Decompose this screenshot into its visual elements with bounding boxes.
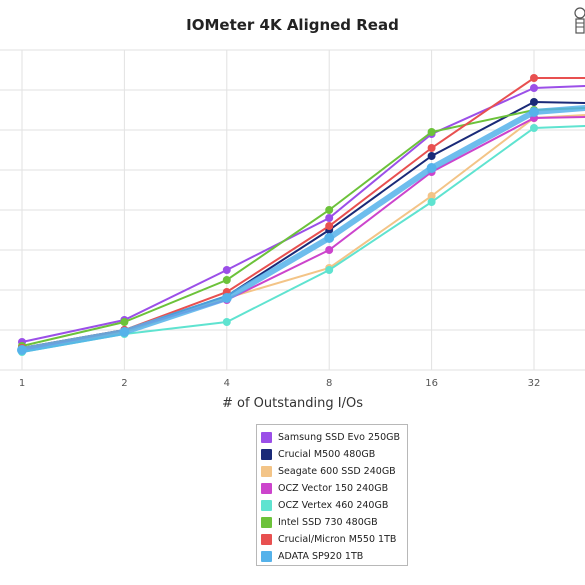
series-5 (18, 106, 585, 350)
legend-item: Crucial/Micron M550 1TB (261, 531, 407, 548)
legend-swatch (261, 500, 272, 511)
x-tick-label: 32 (528, 378, 541, 389)
data-point (427, 152, 436, 160)
x-axis-label: # of Outstanding I/Os (221, 396, 364, 411)
data-point (530, 124, 538, 132)
x-tick-label: 2 (121, 378, 127, 389)
legend-label: Samsung SSD Evo 250GB (278, 432, 401, 443)
plot-area: 1 2 4 8 16 32 (0, 49, 585, 389)
series-line (21, 107, 585, 347)
data-point (427, 192, 436, 200)
legend-label: OCZ Vertex 460 240GB (278, 500, 389, 511)
legend-label: OCZ Vector 150 240GB (278, 483, 389, 494)
legend-swatch (261, 432, 272, 443)
series-4 (18, 124, 585, 356)
legend-swatch (261, 483, 272, 494)
legend-item: ADATA SP920 1TB (261, 548, 407, 565)
data-point (120, 318, 129, 326)
legend-item: Crucial M500 480GB (261, 446, 407, 463)
data-point (325, 246, 334, 254)
data-point (325, 222, 334, 230)
series-lines (17, 74, 585, 356)
data-point (325, 266, 334, 274)
data-point (119, 327, 130, 337)
legend-swatch (261, 551, 272, 562)
legend-item: OCZ Vector 150 240GB (261, 480, 407, 497)
data-point (530, 98, 538, 106)
series-6 (18, 74, 585, 352)
data-point (222, 318, 231, 326)
series-line (21, 125, 585, 353)
legend-label: Seagate 600 SSD 240GB (278, 466, 396, 477)
legend: Samsung SSD Evo 250GB Crucial M500 480GB S… (256, 424, 408, 566)
data-point (427, 144, 436, 152)
legend-swatch (261, 466, 272, 477)
data-point (222, 276, 231, 284)
data-point (426, 163, 437, 173)
x-tick-label: 1 (19, 378, 25, 389)
series-line (21, 100, 585, 349)
data-point (427, 198, 436, 206)
grid (0, 49, 585, 371)
data-point (17, 345, 27, 355)
data-point (530, 84, 538, 92)
legend-label: Crucial M500 480GB (278, 449, 376, 460)
data-point (222, 266, 231, 274)
site-logo-icon (574, 7, 585, 34)
legend-label: ADATA SP920 1TB (278, 551, 364, 562)
chart-title: IOMeter 4K Aligned Read (186, 16, 399, 34)
legend-swatch (261, 517, 272, 528)
legend-item: OCZ Vertex 460 240GB (261, 497, 407, 514)
data-point (324, 233, 335, 243)
series-line (21, 85, 585, 343)
legend-item: Samsung SSD Evo 250GB (261, 429, 407, 446)
data-point (529, 107, 539, 117)
data-point (427, 128, 436, 136)
legend-item: Intel SSD 730 480GB (261, 514, 407, 531)
data-point (221, 293, 232, 303)
legend-swatch (261, 534, 272, 545)
series-line (21, 77, 585, 349)
data-point (325, 214, 334, 222)
x-tick-label: 8 (326, 378, 332, 389)
legend-swatch (261, 449, 272, 460)
legend-label: Crucial/Micron M550 1TB (278, 534, 397, 545)
series-7 (17, 105, 585, 355)
legend-label: Intel SSD 730 480GB (278, 517, 378, 528)
x-tick-labels: 1 2 4 8 16 32 (19, 378, 541, 389)
x-tick-label: 4 (224, 378, 230, 389)
x-tick-label: 16 (425, 378, 438, 389)
legend-item: Seagate 600 SSD 240GB (261, 463, 407, 480)
data-point (325, 206, 334, 214)
data-point (530, 74, 538, 82)
